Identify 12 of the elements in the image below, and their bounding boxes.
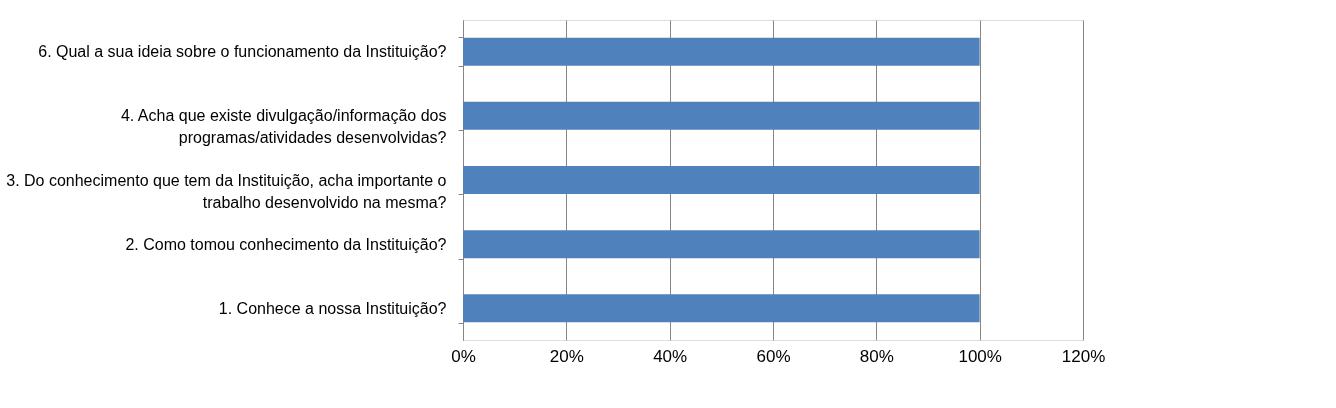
x-tick-label: 120% [1061, 346, 1106, 366]
x-tick-label: 80% [859, 346, 894, 366]
y-tick-label: 2. Como tomou conhecimento da Instituição? [125, 235, 447, 253]
y-tick-label: 6. Qual a sua ideia sobre o funcionamento da Instituição? [38, 43, 447, 61]
y-tick-label: 1. Conhece a nossa Instituição? [218, 299, 447, 317]
x-tick-label: 60% [756, 346, 791, 366]
x-tick-label: 100% [958, 346, 1002, 366]
y-tick-label: 3. Do conhecimento que tem da Instituição, acha importante o trabalho desenvolvido na mesma? [6, 171, 447, 211]
x-tick-label: 0% [451, 346, 476, 366]
x-tick-label: 40% [653, 346, 688, 366]
x-tick-label: 20% [549, 346, 584, 366]
y-tick-label: 4. Acha que existe divulgação/informação dos programas/atividades desenvolvidas? [120, 107, 447, 147]
